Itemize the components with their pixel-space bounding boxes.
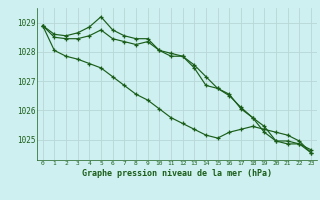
X-axis label: Graphe pression niveau de la mer (hPa): Graphe pression niveau de la mer (hPa) [82,169,272,178]
